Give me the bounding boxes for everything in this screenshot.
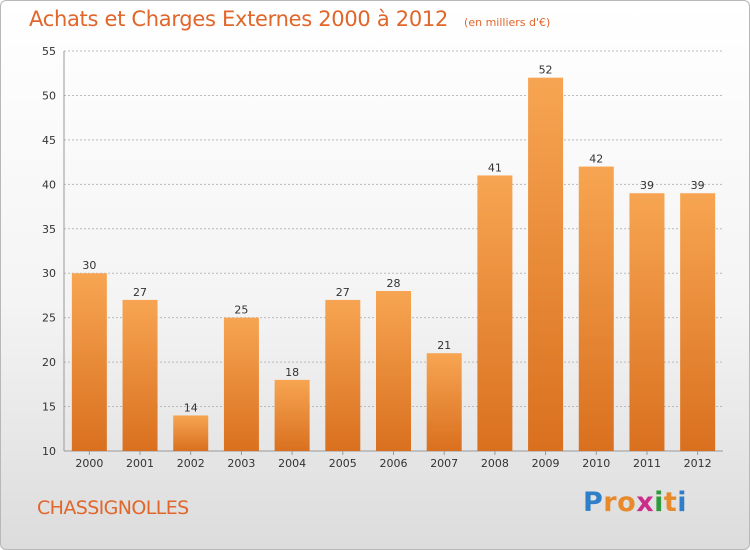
x-tick-label: 2004: [278, 457, 306, 470]
x-tick-label: 2007: [430, 457, 458, 470]
data-label: 39: [691, 179, 705, 192]
logo-letter: i: [677, 487, 688, 518]
bars: [71, 77, 716, 452]
y-tick-label: 40: [42, 178, 56, 191]
y-tick-label: 20: [42, 356, 56, 369]
x-tick-label: 2003: [227, 457, 255, 470]
y-tick-label: 15: [42, 401, 56, 414]
y-tick-label: 50: [42, 89, 56, 102]
data-label: 14: [184, 401, 198, 414]
y-tick-label: 30: [42, 267, 56, 280]
y-axis-ticks: 10 15 20 25 30 35 40 45 50 55: [42, 45, 56, 458]
x-tick-label: 2000: [75, 457, 103, 470]
x-axis-ticks: 2000 2001 2002 2003 2004 2005 2006 2007 2008 2009…: [75, 451, 712, 470]
logo-letter: o: [617, 487, 637, 518]
y-tick-label: 55: [42, 45, 56, 58]
proxiti-logo: Proxiti: [583, 487, 687, 518]
chart-title: Achats et Charges Externes 2000 à 2012: [29, 7, 449, 31]
title-row: Achats et Charges Externes 2000 à 2012 (…: [29, 7, 550, 31]
logo-letter: r: [603, 487, 618, 518]
x-tick-label: 2002: [177, 457, 205, 470]
data-label: 30: [82, 259, 96, 272]
data-label: 42: [589, 153, 603, 166]
y-tick-label: 10: [42, 445, 56, 458]
bar-2001: [122, 299, 158, 451]
x-tick-label: 2008: [481, 457, 509, 470]
x-tick-label: 2001: [126, 457, 154, 470]
bar-2003: [223, 317, 259, 451]
data-label: 27: [336, 286, 350, 299]
logo-letter: P: [583, 487, 604, 518]
y-tick-label: 45: [42, 134, 56, 147]
bar-2004: [274, 379, 310, 451]
x-tick-label: 2011: [633, 457, 661, 470]
y-tick-label: 25: [42, 312, 56, 325]
y-tick-label: 35: [42, 223, 56, 236]
bar-2002: [173, 415, 209, 451]
chart-subtitle: (en milliers d'€): [464, 16, 551, 29]
bar-2012: [680, 193, 716, 451]
commune-name: CHASSIGNOLLES: [37, 497, 189, 519]
bar-2000: [71, 273, 107, 451]
data-label: 39: [640, 179, 654, 192]
data-label: 18: [285, 366, 299, 379]
data-label: 52: [539, 64, 553, 77]
data-label: 28: [387, 277, 401, 290]
logo-letter: i: [654, 487, 664, 518]
bar-2005: [325, 299, 361, 451]
x-tick-label: 2009: [532, 457, 560, 470]
data-label: 21: [437, 339, 451, 352]
bar-2009: [528, 77, 564, 452]
bar-2006: [376, 291, 411, 451]
bar-2007: [426, 353, 462, 451]
x-tick-label: 2006: [380, 457, 408, 470]
bar-2011: [629, 193, 665, 451]
data-label: 27: [133, 286, 147, 299]
bar-2010: [578, 166, 614, 452]
logo-letter: t: [663, 487, 678, 518]
bar-2008: [477, 175, 513, 451]
x-tick-label: 2012: [684, 457, 712, 470]
data-label: 25: [234, 304, 248, 317]
x-tick-label: 2005: [329, 457, 357, 470]
data-labels: 30 27 14 25 18 27 28 21 41 52 42 39 39: [82, 64, 704, 415]
logo-letter: x: [636, 487, 655, 518]
data-label: 41: [488, 161, 502, 174]
x-tick-label: 2010: [582, 457, 610, 470]
